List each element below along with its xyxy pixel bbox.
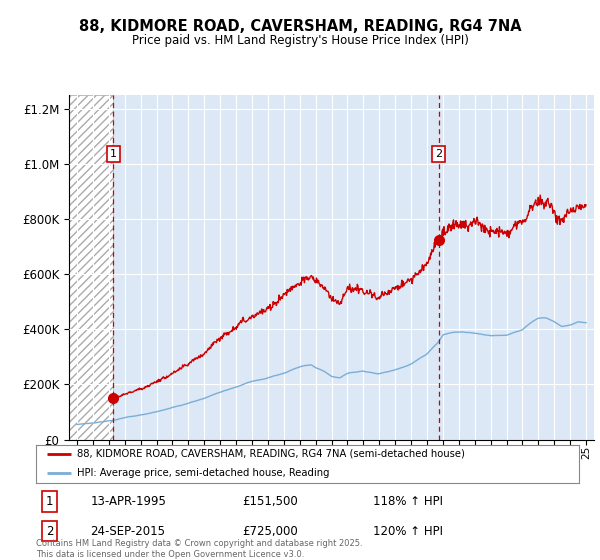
Text: 1: 1 bbox=[46, 495, 53, 508]
Text: £725,000: £725,000 bbox=[242, 525, 298, 538]
Text: 88, KIDMORE ROAD, CAVERSHAM, READING, RG4 7NA: 88, KIDMORE ROAD, CAVERSHAM, READING, RG… bbox=[79, 19, 521, 34]
Text: 120% ↑ HPI: 120% ↑ HPI bbox=[373, 525, 443, 538]
Text: £151,500: £151,500 bbox=[242, 495, 298, 508]
Text: HPI: Average price, semi-detached house, Reading: HPI: Average price, semi-detached house,… bbox=[77, 468, 329, 478]
Text: 118% ↑ HPI: 118% ↑ HPI bbox=[373, 495, 443, 508]
Text: Contains HM Land Registry data © Crown copyright and database right 2025.
This d: Contains HM Land Registry data © Crown c… bbox=[36, 539, 362, 559]
Text: 88, KIDMORE ROAD, CAVERSHAM, READING, RG4 7NA (semi-detached house): 88, KIDMORE ROAD, CAVERSHAM, READING, RG… bbox=[77, 449, 464, 459]
Text: 24-SEP-2015: 24-SEP-2015 bbox=[91, 525, 166, 538]
Text: 2: 2 bbox=[46, 525, 53, 538]
Bar bbox=[69, 95, 113, 440]
Text: 13-APR-1995: 13-APR-1995 bbox=[91, 495, 166, 508]
Text: 1: 1 bbox=[110, 149, 117, 158]
Text: 2: 2 bbox=[435, 149, 442, 158]
Text: Price paid vs. HM Land Registry's House Price Index (HPI): Price paid vs. HM Land Registry's House … bbox=[131, 34, 469, 47]
